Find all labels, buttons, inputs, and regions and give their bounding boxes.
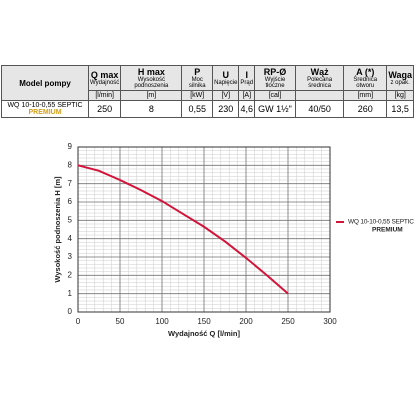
y-tick-label: 2 — [68, 270, 73, 279]
column-desc: Prąd — [240, 80, 254, 86]
x-tick-label: 0 — [76, 317, 81, 326]
x-tick-label: 250 — [281, 317, 295, 326]
column-header: H max Wysokość podnoszenia — [120, 65, 183, 91]
value-cell: 260 — [343, 100, 388, 118]
value-cell: 40/50 — [294, 100, 345, 118]
column-desc: Średnica otworu — [353, 77, 378, 89]
y-tick-label: 7 — [68, 179, 73, 188]
x-tick-label: 50 — [116, 317, 125, 326]
column-desc: Wyjście tłoczne — [264, 77, 286, 89]
spec-table: Model pompy Q max Wydajność H max Wysokość p… — [1, 65, 414, 118]
model-cell: WQ 10-10-0,55 SEPTIC PREMIUM — [1, 100, 89, 118]
column-desc: Napięcie — [214, 80, 238, 86]
column-header: A (*) Średnica otworu — [343, 65, 388, 91]
column-symbol: A (*) — [356, 67, 375, 77]
y-tick-label: 3 — [68, 252, 73, 261]
column-header: P Moc silnika — [181, 65, 214, 91]
value-cell: 230 — [212, 100, 240, 118]
column-symbol: H max — [137, 67, 165, 77]
y-axis-label: Wysokość podnoszenia H [m] — [53, 176, 62, 283]
x-tick-label: 100 — [155, 317, 169, 326]
value-cell: 250 — [87, 100, 122, 118]
column-symbol: U — [222, 70, 229, 80]
column-symbol: I — [245, 70, 249, 80]
plot-frame — [77, 146, 331, 313]
column-desc: Polecana średnica — [307, 77, 333, 89]
column-header: I Prąd — [238, 65, 256, 91]
value-cell: 8 — [120, 100, 183, 118]
data-line — [77, 164, 289, 295]
legend-label: WQ 10-10-0,55 SEPTIC — [348, 219, 414, 226]
value-cell: 13,5 — [386, 100, 414, 118]
legend-badge: PREMIUM — [372, 227, 403, 234]
y-tick-label: 6 — [68, 197, 73, 206]
y-tick-label: 8 — [68, 160, 73, 169]
column-desc: Wysokość podnoszenia — [134, 77, 169, 89]
x-tick-label: 200 — [239, 317, 253, 326]
model-header: Model pompy — [1, 65, 89, 101]
column-symbol: Q max — [90, 70, 119, 80]
column-symbol: P — [194, 67, 201, 77]
value-cell: 0,55 — [181, 100, 214, 118]
column-symbol: Wąż — [310, 67, 329, 77]
column-header: Wąż Polecana średnica — [294, 65, 345, 91]
y-tick-label: 9 — [68, 142, 73, 151]
badge: PREMIUM — [28, 109, 62, 116]
x-tick-label: 300 — [323, 317, 337, 326]
y-tick-label: 1 — [68, 289, 73, 298]
column-header: U Napięcie — [212, 65, 240, 91]
x-axis-label: Wydajność Q [l/min] — [168, 329, 240, 338]
x-tick-label: 150 — [197, 317, 211, 326]
column-symbol: RP-Ø — [263, 67, 287, 77]
column-symbol: Waga — [388, 70, 412, 80]
column-desc: Moc silnika — [188, 77, 206, 89]
column-desc: Wydajność — [90, 80, 120, 86]
y-tick-label: 0 — [68, 307, 73, 316]
y-tick-label: 4 — [68, 234, 73, 243]
y-tick-label: 5 — [68, 215, 73, 224]
column-header: Q max Wydajność — [87, 65, 122, 91]
model: WQ 10-10-0,55 SEPTIC — [7, 102, 83, 109]
column-desc: z opak. — [390, 80, 410, 86]
